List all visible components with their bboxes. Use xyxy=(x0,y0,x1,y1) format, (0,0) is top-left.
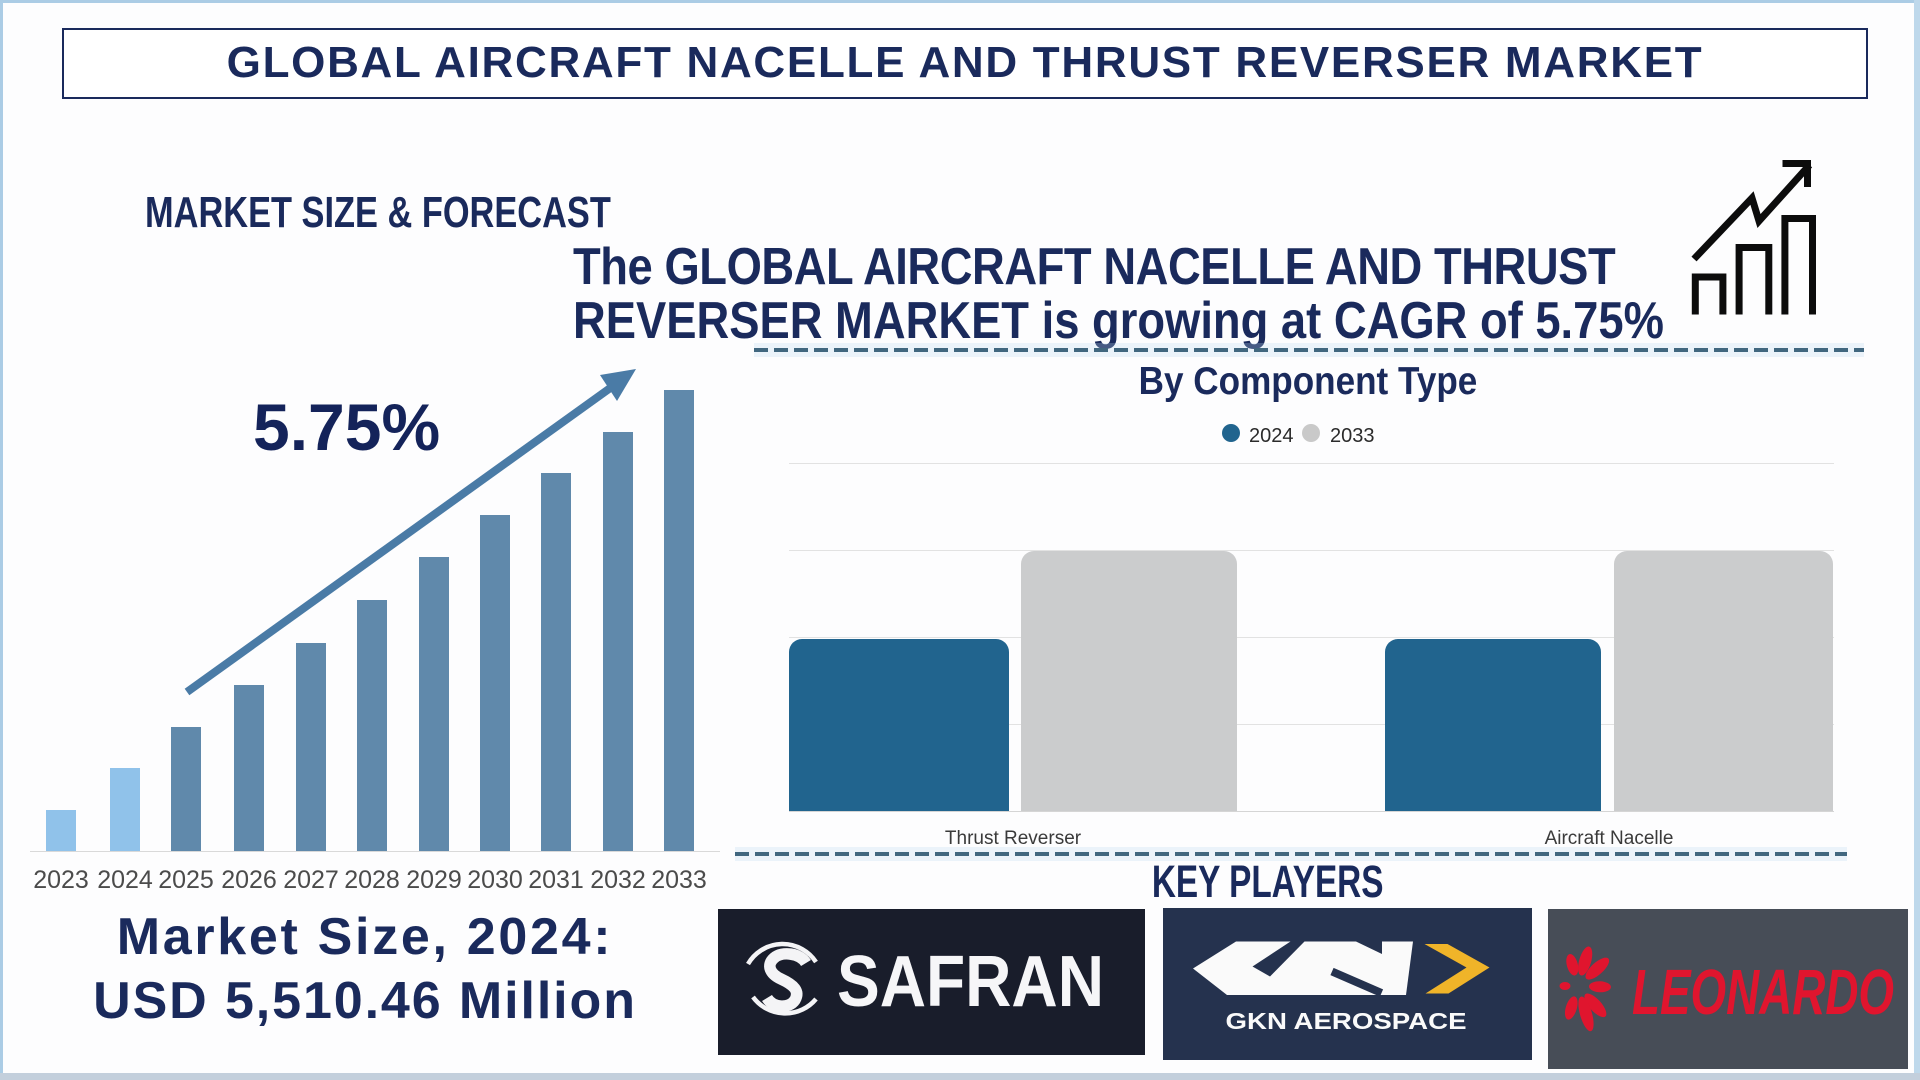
svg-text:LEONARDO: LEONARDO xyxy=(1632,956,1894,1028)
svg-text:GKN AEROSPACE: GKN AEROSPACE xyxy=(1226,1008,1467,1034)
svg-text:SAFRAN: SAFRAN xyxy=(837,942,1104,1022)
